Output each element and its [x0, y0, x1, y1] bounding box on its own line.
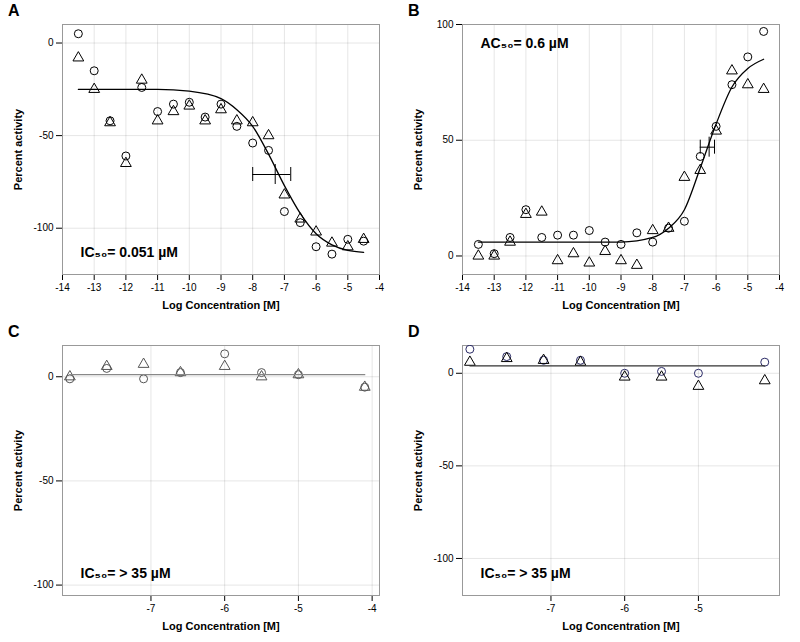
svg-text:0: 0: [448, 250, 454, 261]
svg-text:0: 0: [448, 367, 454, 378]
svg-text:-13: -13: [487, 282, 502, 293]
svg-text:-4: -4: [375, 282, 384, 293]
svg-text:-4: -4: [775, 282, 784, 293]
svg-text:AC₅₀= 0.6 µM: AC₅₀= 0.6 µM: [481, 35, 569, 51]
html-text:D: D: [408, 323, 420, 340]
svg-text:Percent activity: Percent activity: [412, 429, 424, 511]
svg-text:-100: -100: [33, 222, 53, 233]
svg-text:0: 0: [48, 37, 54, 48]
svg-text:-100: -100: [33, 579, 53, 590]
svg-text:Log Concentration [M]: Log Concentration [M]: [562, 620, 680, 632]
svg-text:Log Concentration [M]: Log Concentration [M]: [562, 299, 680, 311]
svg-text:-10: -10: [182, 282, 197, 293]
svg-text:-8: -8: [648, 282, 657, 293]
svg-text:-10: -10: [582, 282, 597, 293]
svg-text:-6: -6: [620, 603, 629, 614]
svg-text:-7: -7: [547, 603, 556, 614]
svg-text:-6: -6: [712, 282, 721, 293]
svg-text:Percent activity: Percent activity: [12, 108, 24, 190]
svg-text:IC₅₀= > 35 µM: IC₅₀= > 35 µM: [481, 565, 571, 581]
svg-text:IC₅₀= 0.051 µM: IC₅₀= 0.051 µM: [81, 244, 178, 260]
svg-text:-5: -5: [294, 603, 303, 614]
svg-text:-11: -11: [151, 282, 165, 293]
svg-text:-6: -6: [220, 603, 229, 614]
svg-text:-5: -5: [694, 603, 703, 614]
svg-text:-12: -12: [119, 282, 134, 293]
svg-text:-12: -12: [519, 282, 534, 293]
svg-text:-11: -11: [551, 282, 565, 293]
svg-text:IC₅₀= > 35 µM: IC₅₀= > 35 µM: [81, 565, 171, 581]
svg-text:-14: -14: [55, 282, 70, 293]
svg-text:-14: -14: [455, 282, 470, 293]
svg-text:-7: -7: [280, 282, 289, 293]
svg-text:-8: -8: [248, 282, 257, 293]
svg-text:-6: -6: [312, 282, 321, 293]
svg-text:100: 100: [437, 19, 454, 30]
svg-text:50: 50: [442, 134, 454, 145]
svg-text:Percent activity: Percent activity: [12, 429, 24, 511]
svg-text:-5: -5: [743, 282, 752, 293]
svg-text:-9: -9: [217, 282, 226, 293]
svg-text:Log Concentration [M]: Log Concentration [M]: [162, 620, 280, 632]
svg-text:-7: -7: [147, 603, 156, 614]
svg-text:0: 0: [48, 371, 54, 382]
html-text:B: B: [408, 2, 420, 19]
svg-text:-50: -50: [439, 460, 454, 471]
html-text:A: A: [8, 2, 20, 19]
svg-text:-13: -13: [87, 282, 102, 293]
svg-text:-9: -9: [617, 282, 626, 293]
svg-text:-50: -50: [39, 130, 54, 141]
html-text:C: C: [8, 323, 20, 340]
svg-text:-7: -7: [680, 282, 689, 293]
svg-text:-100: -100: [433, 553, 453, 564]
svg-text:Log Concentration [M]: Log Concentration [M]: [162, 299, 280, 311]
svg-text:-50: -50: [39, 475, 54, 486]
svg-text:-4: -4: [368, 603, 377, 614]
svg-text:-5: -5: [343, 282, 352, 293]
svg-text:Percent activity: Percent activity: [412, 108, 424, 190]
